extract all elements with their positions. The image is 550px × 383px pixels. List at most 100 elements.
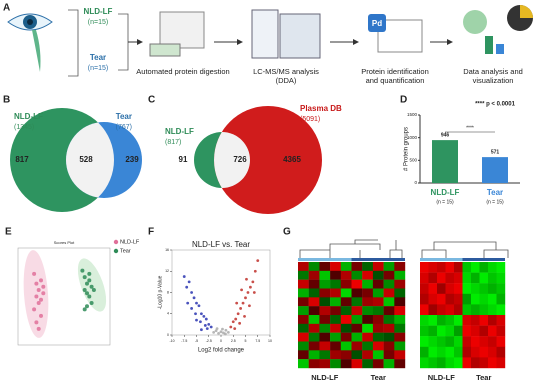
step-label: LC-MS/MS analysis <box>253 67 319 76</box>
heat-cell <box>340 279 352 289</box>
chart-title: NLD-LF vs. Tear <box>192 240 250 249</box>
heat-cell <box>437 325 446 337</box>
point <box>207 322 211 326</box>
point <box>187 280 191 284</box>
heat-cell <box>362 350 374 360</box>
heat-cell <box>362 288 374 298</box>
heat-cell <box>298 297 309 307</box>
heat-cell <box>383 262 395 272</box>
count: 4365 <box>283 155 301 164</box>
column-label: NLD-LF <box>311 373 338 382</box>
heat-cell <box>308 279 320 289</box>
heat-cell <box>445 357 455 369</box>
x-tick-label: 0 <box>220 339 222 343</box>
heat-cell <box>454 336 463 347</box>
x-tick-label: -7.5 <box>181 339 187 343</box>
heat-cell <box>437 357 446 369</box>
step-label: Protein identification <box>361 67 429 76</box>
heat-cell <box>351 279 363 289</box>
point <box>245 277 248 281</box>
heat-cell <box>372 297 384 307</box>
panel-letter: C <box>148 95 155 106</box>
heat-cell <box>319 350 331 360</box>
column-label: Tear <box>371 373 386 382</box>
heat-cell <box>394 262 406 272</box>
heat-cell <box>394 270 406 280</box>
point <box>204 317 208 321</box>
point <box>200 312 203 316</box>
heat-cell <box>340 270 352 280</box>
heat-cell <box>471 272 480 284</box>
heat-cell <box>479 272 489 284</box>
heat-cell <box>340 350 352 360</box>
step-label: Data analysis and <box>463 67 523 76</box>
heat-cell <box>394 323 406 333</box>
heat-cell <box>308 262 320 272</box>
point <box>192 296 196 300</box>
point <box>233 327 237 331</box>
step-label: Automated protein digestion <box>136 67 229 76</box>
set-name: NLD-LF <box>165 127 194 136</box>
heat-cell <box>445 272 455 284</box>
y-tick-label: 500 <box>409 158 417 163</box>
heat-cell <box>362 262 374 272</box>
heat-cell <box>298 262 309 272</box>
point <box>185 285 189 289</box>
heat-cell <box>298 359 309 369</box>
point <box>214 329 218 333</box>
heat-cell <box>383 288 395 298</box>
heat-cell <box>351 270 363 280</box>
heat-cell <box>471 262 480 273</box>
point <box>256 259 260 263</box>
heat-cell <box>351 323 363 333</box>
heat-cell <box>362 323 374 333</box>
heat-cell <box>496 325 506 337</box>
heat-cell <box>445 293 455 305</box>
y-tick-label: 1500 <box>407 112 418 117</box>
heat-cell <box>496 283 506 294</box>
group-n: (n=15) <box>88 19 108 26</box>
heat-cell <box>319 323 331 333</box>
column-label: NLD-LF <box>428 373 455 382</box>
heat-cell <box>437 346 446 358</box>
legend-label: Tear <box>120 248 131 254</box>
heat-cell <box>471 336 480 347</box>
heat-cell <box>330 350 341 360</box>
heat-cell <box>428 283 438 294</box>
point <box>224 328 228 332</box>
heat-cell <box>437 336 446 347</box>
point <box>39 297 43 302</box>
heat-cell <box>471 346 480 358</box>
heat-cell <box>428 357 438 369</box>
heat-cell <box>372 332 384 342</box>
point <box>224 332 227 336</box>
heat-cell <box>394 359 406 369</box>
heat-cell <box>351 262 363 272</box>
heat-cell <box>394 332 406 342</box>
x-tick-label: -5 <box>195 339 198 343</box>
heat-cell <box>351 297 363 307</box>
heat-cell <box>488 346 497 358</box>
point <box>238 321 242 325</box>
point <box>36 326 41 331</box>
point <box>239 307 243 310</box>
point <box>226 330 230 334</box>
heat-cell <box>383 323 395 333</box>
heat-cell <box>330 279 341 289</box>
heat-cell <box>362 279 374 289</box>
point <box>195 318 198 322</box>
heat-cell <box>496 304 506 316</box>
point <box>80 268 85 273</box>
point <box>32 271 37 276</box>
heat-cell <box>420 262 429 273</box>
set-total: (817) <box>165 139 181 146</box>
column-bar <box>420 258 463 261</box>
heat-cell <box>420 346 429 358</box>
point <box>82 307 87 312</box>
heat-cell <box>351 350 363 360</box>
legend-swatch <box>113 248 119 254</box>
heat-cell <box>383 359 395 369</box>
point <box>229 325 233 329</box>
point <box>212 330 216 334</box>
heat-cell <box>383 306 395 316</box>
